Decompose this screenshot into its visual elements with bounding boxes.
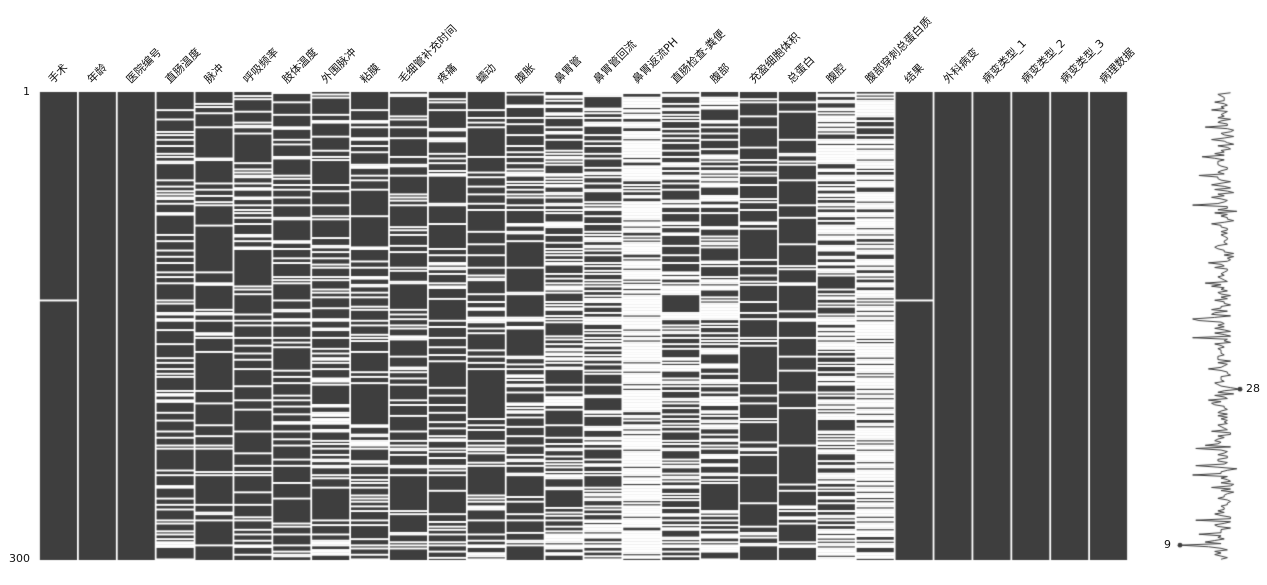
row-start-label: 1 [23, 85, 30, 98]
row-end-label: 300 [9, 552, 30, 565]
sparkline-min-label: 9 [1164, 538, 1171, 552]
sparkline-max-label: 28 [1246, 382, 1260, 396]
